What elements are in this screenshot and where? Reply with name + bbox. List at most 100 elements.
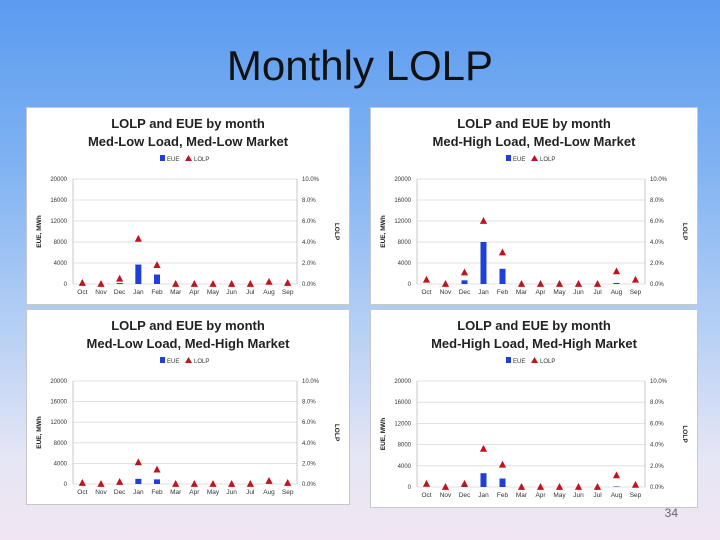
eue-bar <box>613 486 620 487</box>
x-tick-label: Dec <box>114 289 126 296</box>
x-tick-label: Dec <box>459 289 471 296</box>
y2-tick-label: 10.0% <box>302 177 320 183</box>
y2-tick-label: 4.0% <box>302 240 316 246</box>
x-tick-label: Sep <box>282 489 294 496</box>
lolp-marker <box>441 483 450 490</box>
x-tick-label: Jun <box>573 289 584 296</box>
x-tick-label: Jun <box>226 489 237 496</box>
y-tick-label: 12000 <box>394 219 411 225</box>
chart-subtitle: Med-High Load, Med-High Market <box>431 336 638 351</box>
legend-lolp-label: LOLP <box>194 359 209 365</box>
chart-title: LOLP and EUE by month <box>111 318 265 333</box>
x-tick-label: Jul <box>246 489 255 496</box>
lolp-marker <box>209 480 217 487</box>
y-tick-label: 12000 <box>50 420 67 426</box>
y2-tick-label: 4.0% <box>650 240 664 246</box>
y-tick-label: 4000 <box>398 464 412 470</box>
y2-tick-label: 6.0% <box>650 421 664 427</box>
lolp-marker <box>517 483 526 490</box>
y2-tick-label: 2.0% <box>650 464 664 470</box>
x-tick-label: May <box>553 289 566 296</box>
chart-panel-2: LOLP and EUE by month Med-High Load, Med-… <box>370 107 698 305</box>
y-tick-label: 16000 <box>50 400 67 406</box>
lolp-marker <box>460 479 469 487</box>
y-tick-label: 0 <box>64 282 68 288</box>
lolp-marker <box>631 480 640 488</box>
lolp-marker <box>536 280 545 287</box>
y2-tick-label: 6.0% <box>302 219 316 225</box>
legend-lolp-label: LOLP <box>540 157 555 163</box>
x-tick-label: Jan <box>478 289 489 296</box>
x-tick-label: May <box>207 289 220 296</box>
y2-axis-title: LOLP <box>681 425 688 443</box>
chart-svg: LOLP and EUE by month Med-Low Load, Med-L… <box>36 116 340 296</box>
y-axis-title: EUE, MWh <box>36 215 43 248</box>
y2-tick-label: 8.0% <box>650 400 664 406</box>
eue-bar <box>154 274 160 284</box>
lolp-marker <box>172 480 180 487</box>
eue-bar <box>499 478 506 487</box>
legend-eue-label: EUE <box>167 359 179 365</box>
x-tick-label: Jun <box>573 492 584 499</box>
lolp-marker <box>631 275 640 283</box>
lolp-marker <box>97 280 105 287</box>
y-axis-title: EUE, MWh <box>36 416 43 449</box>
lolp-marker <box>153 261 161 268</box>
legend-lolp-label: LOLP <box>194 157 209 163</box>
lolp-marker <box>228 280 236 287</box>
y-tick-label: 0 <box>408 485 412 491</box>
legend-eue-label: EUE <box>167 157 179 163</box>
chart-legend: EUE LOLP <box>160 357 209 365</box>
chart-subtitle: Med-High Load, Med-Low Market <box>433 134 637 149</box>
lolp-marker <box>536 483 545 490</box>
y-tick-label: 16000 <box>394 400 411 406</box>
lolp-marker <box>97 480 105 487</box>
x-tick-label: Dec <box>459 492 471 499</box>
lolp-marker <box>246 480 254 487</box>
y2-axis-title: LOLP <box>333 223 340 241</box>
x-tick-label: Aug <box>611 492 623 499</box>
y-tick-label: 8000 <box>54 441 68 447</box>
y2-tick-label: 10.0% <box>650 379 668 385</box>
x-tick-label: Feb <box>497 492 509 499</box>
x-tick-label: Oct <box>421 289 431 296</box>
x-tick-label: Nov <box>440 289 452 296</box>
x-tick-label: Feb <box>151 489 163 496</box>
y-tick-label: 12000 <box>394 421 411 427</box>
y-tick-label: 16000 <box>50 198 67 204</box>
y2-axis-title: LOLP <box>333 424 340 442</box>
lolp-marker <box>422 275 431 283</box>
y-tick-label: 20000 <box>394 177 411 183</box>
y2-tick-label: 10.0% <box>650 177 668 183</box>
y2-tick-label: 8.0% <box>302 400 316 406</box>
y-tick-label: 16000 <box>394 198 411 204</box>
y2-tick-label: 8.0% <box>302 198 316 204</box>
x-tick-label: Mar <box>516 289 528 296</box>
legend-eue-swatch <box>160 357 165 363</box>
x-tick-label: Oct <box>77 289 87 296</box>
legend-eue-label: EUE <box>513 359 525 365</box>
lolp-marker <box>284 278 292 286</box>
x-tick-label: Mar <box>516 492 528 499</box>
x-tick-label: Apr <box>189 289 200 296</box>
lolp-marker <box>422 479 431 487</box>
x-tick-label: May <box>553 492 566 499</box>
x-tick-label: Sep <box>630 289 642 296</box>
y2-tick-label: 0.0% <box>650 485 664 491</box>
legend-eue-swatch <box>506 155 511 161</box>
lolp-marker <box>116 274 124 282</box>
legend-eue-label: EUE <box>513 157 525 163</box>
y-tick-label: 4000 <box>54 461 68 467</box>
lolp-marker <box>265 277 273 285</box>
x-tick-label: Mar <box>170 289 182 296</box>
lolp-marker <box>574 280 583 287</box>
chart-legend: EUE LOLP <box>160 155 209 163</box>
x-tick-label: Jan <box>133 489 144 496</box>
eue-bar <box>154 479 160 484</box>
eue-bar <box>499 268 506 284</box>
x-tick-label: Aug <box>263 489 275 496</box>
lolp-marker <box>498 248 507 256</box>
lolp-marker <box>593 483 602 490</box>
lolp-marker <box>555 483 564 490</box>
chart-svg: LOLP and EUE by month Med-High Load, Med-… <box>380 116 688 296</box>
